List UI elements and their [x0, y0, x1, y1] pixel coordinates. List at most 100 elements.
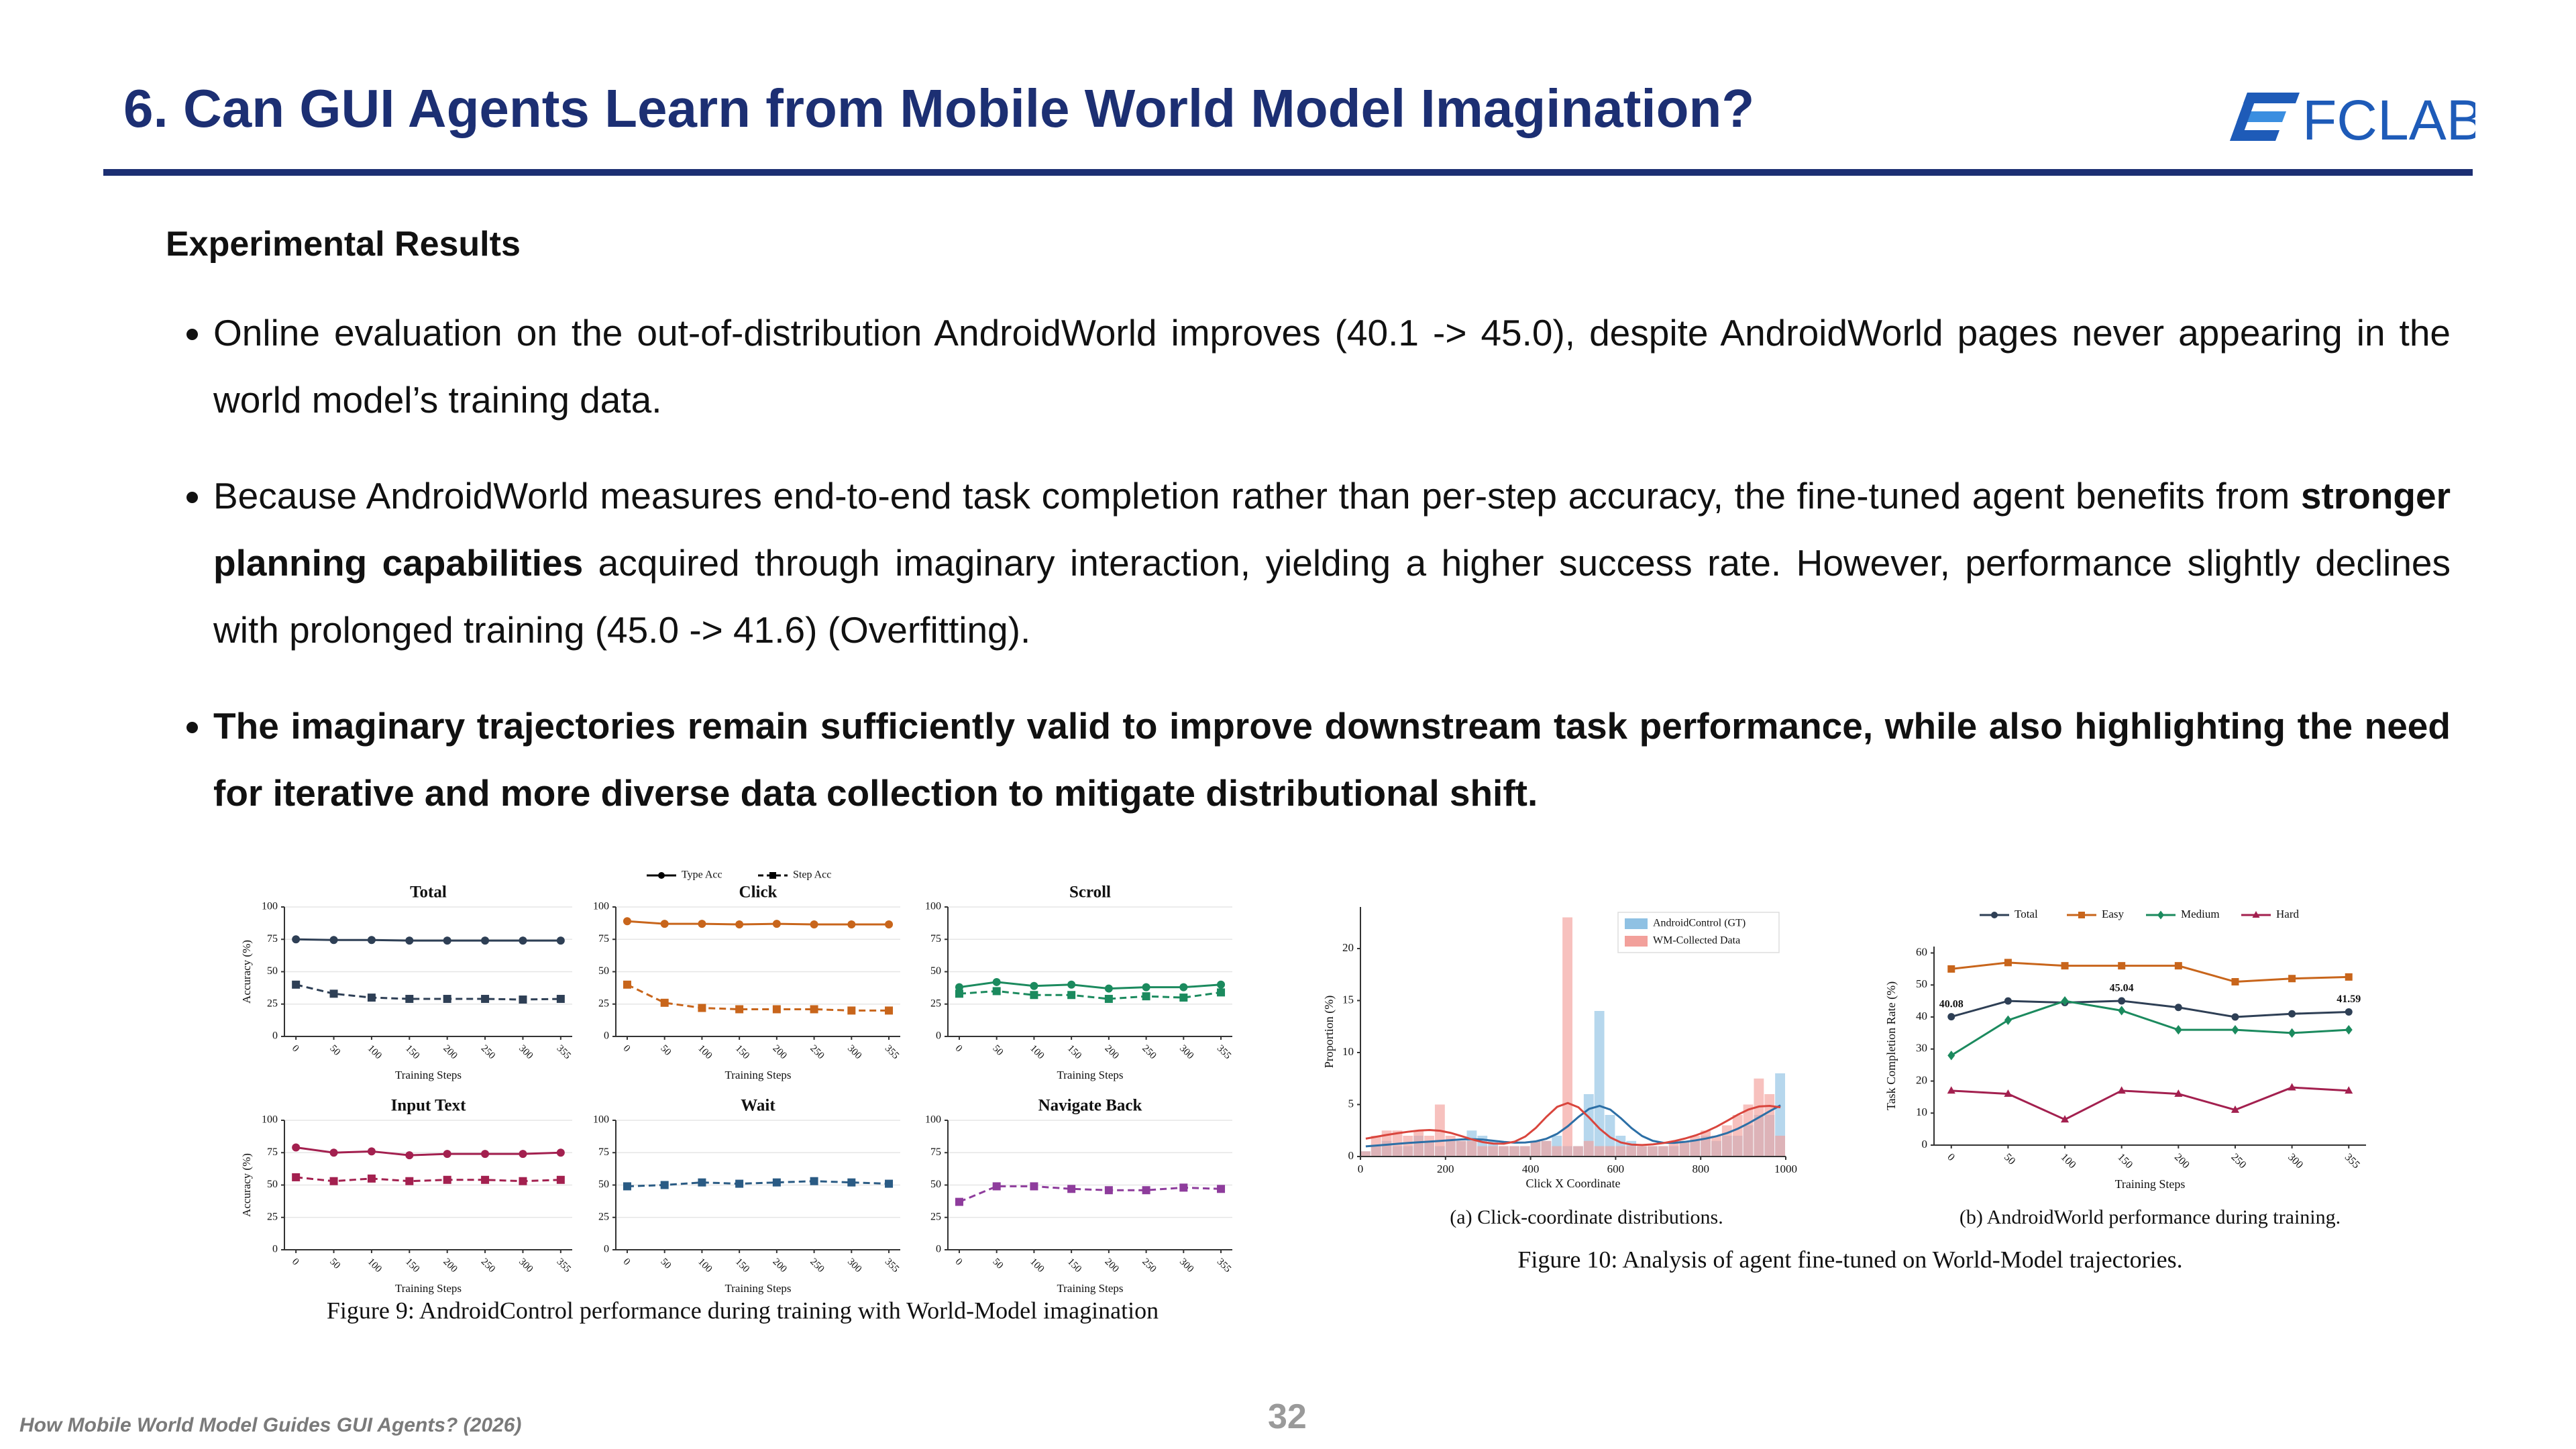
marker: [2231, 1013, 2239, 1021]
series-line: [627, 1180, 890, 1187]
marker: [1217, 980, 1226, 989]
y-tick-label: 100: [925, 1114, 941, 1126]
x-tick-label: 150: [1065, 1043, 1083, 1061]
marker: [623, 1182, 631, 1191]
x-tick-label: 150: [1065, 1256, 1083, 1275]
marker: [1067, 980, 1076, 989]
marker: [1030, 1182, 1038, 1191]
y-tick-label: 0: [272, 1244, 278, 1255]
bullet-text: acquired through imaginary interaction, …: [213, 542, 2451, 651]
y-tick-label: 10: [1916, 1106, 1927, 1118]
marker: [556, 1148, 565, 1157]
legend-label: Medium: [2181, 908, 2220, 920]
marker: [1217, 1185, 1226, 1193]
hist-bar: [1381, 1130, 1392, 1157]
y-tick-label: 50: [1916, 977, 1927, 990]
x-axis-label: Training Steps: [724, 1282, 791, 1295]
marker: [2118, 962, 2126, 970]
x-tick-label: 600: [1607, 1163, 1625, 1175]
marker: [772, 1005, 781, 1014]
x-tick-label: 200: [441, 1043, 459, 1061]
x-tick-label: 1000: [1774, 1163, 1797, 1175]
marker: [1947, 1086, 1955, 1094]
marker: [2345, 1008, 2353, 1016]
marker: [2231, 1105, 2240, 1113]
hist-bar: [1403, 1136, 1413, 1157]
marker: [1030, 981, 1038, 990]
series-line: [627, 920, 890, 926]
y-tick-label: 0: [1348, 1149, 1354, 1162]
x-tick-label: 0: [621, 1256, 633, 1268]
legend-marker: [2157, 910, 2164, 920]
x-tick-label: 150: [2115, 1151, 2135, 1171]
marker: [1030, 991, 1038, 1000]
x-tick-label: 200: [1103, 1043, 1121, 1061]
marker: [2288, 975, 2296, 983]
marker: [698, 920, 706, 928]
y-tick-label: 0: [604, 1030, 609, 1042]
x-tick-label: 250: [808, 1256, 826, 1275]
x-tick-label: 400: [1522, 1163, 1540, 1175]
legend-label: Easy: [2102, 908, 2125, 920]
marker: [623, 980, 631, 989]
x-axis-label: Training Steps: [2115, 1177, 2186, 1191]
chart-title: Input Text: [391, 1097, 467, 1115]
y-tick-label: 0: [604, 1244, 609, 1255]
sub-caption: (b) AndroidWorld performance during trai…: [1960, 1206, 2341, 1228]
marker: [1947, 965, 1955, 973]
hist-bar: [1668, 1140, 1679, 1157]
marker: [2004, 997, 2012, 1005]
x-tick-label: 200: [1103, 1256, 1121, 1275]
series-line: [959, 981, 1222, 990]
y-tick-label: 75: [267, 1146, 278, 1158]
x-tick-label: 150: [403, 1043, 421, 1061]
y-tick-label: 50: [930, 1179, 941, 1190]
footer-text: How Mobile World Model Guides GUI Agents…: [19, 1414, 522, 1436]
marker: [847, 920, 856, 929]
y-tick-label: 100: [262, 1114, 278, 1126]
y-tick-label: 25: [267, 1211, 278, 1222]
chart-title: Click: [739, 883, 777, 902]
marker: [2231, 978, 2239, 986]
marker: [810, 920, 818, 929]
x-tick-label: 355: [1215, 1043, 1233, 1061]
hist-bar: [1658, 1146, 1668, 1157]
marker: [556, 995, 565, 1004]
hist-bar: [1360, 1151, 1371, 1157]
y-tick-label: 25: [930, 1211, 941, 1222]
kde-curve: [1365, 1102, 1781, 1146]
marker: [698, 1004, 706, 1012]
x-tick-label: 355: [555, 1256, 573, 1275]
hist-bar: [1711, 1136, 1721, 1157]
x-tick-label: 355: [1215, 1256, 1233, 1275]
hist-bar: [1466, 1140, 1477, 1157]
marker: [443, 936, 451, 945]
x-axis-label: Training Steps: [1057, 1069, 1123, 1081]
legend-label: AndroidControl (GT): [1653, 918, 1746, 929]
logo-bar: [2243, 93, 2300, 103]
marker: [1104, 995, 1113, 1004]
hist-bar: [1573, 1146, 1583, 1157]
series-line: [296, 938, 561, 942]
marker: [1067, 991, 1076, 1000]
chart-title: Navigate Back: [1038, 1097, 1142, 1115]
series-line: [296, 1176, 561, 1183]
bullet-text: Online evaluation on the out-of-distribu…: [213, 312, 2451, 421]
marker: [847, 1006, 856, 1015]
legend-label: Total: [2015, 908, 2038, 920]
marker: [519, 1150, 527, 1159]
y-axis-label: Accuracy (%): [240, 1153, 253, 1217]
marker: [2061, 996, 2069, 1006]
value-label: 40.08: [1939, 998, 1964, 1010]
x-tick-label: 200: [771, 1043, 789, 1061]
marker: [292, 1143, 301, 1152]
x-tick-label: 250: [1140, 1043, 1158, 1061]
x-axis-label: Training Steps: [724, 1069, 791, 1081]
marker: [955, 989, 963, 998]
x-tick-label: 0: [1358, 1163, 1364, 1175]
marker: [772, 1178, 781, 1187]
figure-caption: Figure 10: Analysis of agent fine-tuned …: [1517, 1246, 2182, 1273]
marker: [481, 1175, 490, 1184]
y-tick-label: 100: [925, 901, 941, 912]
x-tick-label: 50: [990, 1043, 1005, 1058]
